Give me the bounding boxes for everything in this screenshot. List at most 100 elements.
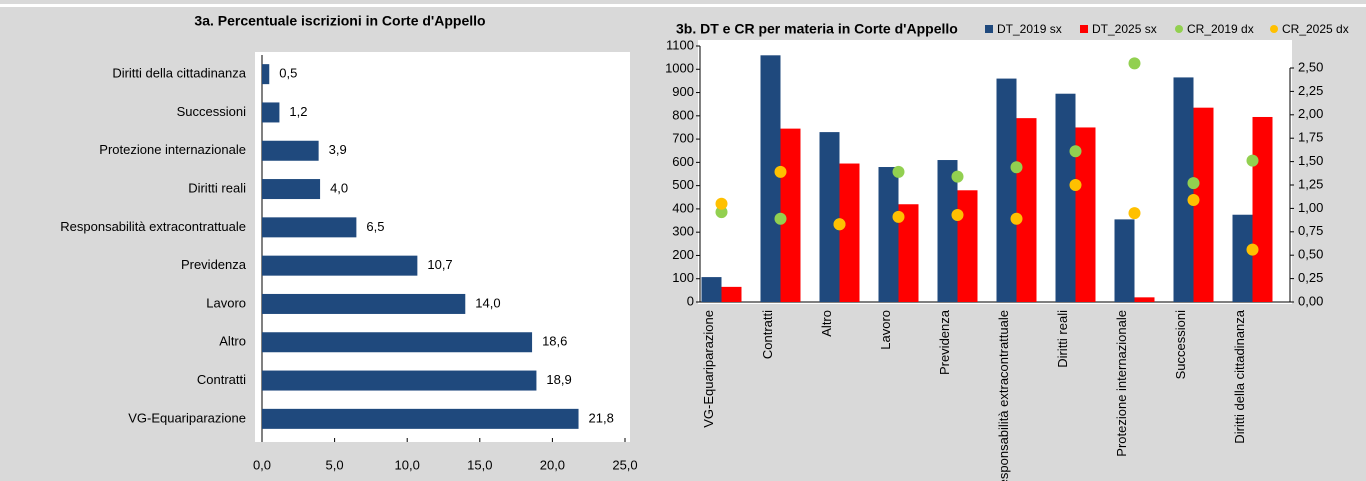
y-tick-label: Protezione internazionale (99, 142, 246, 157)
y-tick-label: Previdenza (181, 257, 247, 272)
x-tick-label: 25,0 (612, 457, 637, 472)
bar (1114, 219, 1135, 302)
legend-swatch (1080, 25, 1088, 33)
value-label: 6,5 (366, 219, 384, 234)
y2-tick-label: 1,25 (1298, 176, 1323, 191)
value-label: 18,9 (546, 372, 571, 387)
legend-label: DT_2019 sx (997, 22, 1062, 36)
bar (262, 217, 357, 238)
dot (1246, 243, 1259, 256)
bar (1055, 93, 1076, 302)
legend-label: CR_2019 dx (1187, 22, 1254, 36)
legend-label: CR_2025 dx (1282, 22, 1349, 36)
y2-tick-label: 0,25 (1298, 270, 1323, 285)
y-tick-label: 200 (672, 247, 694, 262)
bar (1173, 77, 1194, 302)
y2-tick-label: 2,25 (1298, 83, 1323, 98)
dot (833, 218, 846, 231)
bar (262, 102, 280, 123)
y-tick-label: 100 (672, 270, 694, 285)
dot (892, 165, 905, 178)
bar (1075, 127, 1096, 302)
x-tick-label: Successioni (1173, 310, 1188, 379)
x-tick-label: Previdenza (937, 309, 952, 375)
y-tick-label: 300 (672, 224, 694, 239)
dot (774, 165, 787, 178)
value-label: 10,7 (427, 257, 452, 272)
bar (898, 204, 919, 302)
bar (1134, 297, 1155, 302)
y-tick-label: 0 (687, 293, 694, 308)
chart-title: 3a. Percentuale iscrizioni in Corte d'Ap… (194, 13, 485, 29)
dot (1246, 154, 1259, 167)
x-tick-label: 0,0 (253, 457, 271, 472)
y2-tick-label: 0,00 (1298, 293, 1323, 308)
x-tick-label: 10,0 (395, 457, 420, 472)
y-tick-label: 500 (672, 177, 694, 192)
bar (262, 370, 537, 391)
bar (262, 179, 321, 200)
dot (1128, 57, 1141, 70)
bar (996, 78, 1017, 302)
y-tick-label: VG-Equariparazione (128, 410, 246, 425)
bar (262, 64, 270, 85)
legend-swatch (1175, 25, 1183, 33)
bar (262, 293, 466, 314)
x-tick-label: Altro (819, 310, 834, 337)
legend-swatch (985, 25, 993, 33)
x-tick-label: Lavoro (878, 310, 893, 350)
bar (839, 163, 860, 302)
bar (760, 55, 781, 303)
x-tick-label: Contratti (760, 310, 775, 359)
dot (1187, 193, 1200, 206)
value-label: 1,2 (289, 104, 307, 119)
y-tick-label: Altro (219, 334, 246, 349)
bar (819, 132, 840, 302)
dot (951, 208, 964, 221)
value-label: 18,6 (542, 334, 567, 349)
bar (701, 277, 722, 302)
value-label: 21,8 (589, 410, 614, 425)
value-label: 4,0 (330, 180, 348, 195)
dot (1010, 212, 1023, 225)
bar (1232, 214, 1253, 302)
y2-tick-label: 2,00 (1298, 106, 1323, 121)
x-tick-label: Responsabilità extracontrattuale (996, 310, 1011, 481)
bar (262, 140, 319, 161)
x-tick-label: 20,0 (540, 457, 565, 472)
bar (1252, 116, 1273, 303)
y-tick-label: Contratti (197, 372, 246, 387)
y2-tick-label: 0,75 (1298, 223, 1323, 238)
dot (715, 197, 728, 210)
y-tick-label: Diritti della cittadinanza (112, 66, 246, 81)
legend-label: DT_2025 sx (1092, 22, 1157, 36)
bar (262, 255, 418, 276)
bar (1016, 118, 1037, 303)
dot (1069, 179, 1082, 191)
x-tick-label: Diritti della cittadinanza (1232, 309, 1247, 443)
y-tick-label: Diritti reali (188, 180, 246, 195)
y2-tick-label: 2,50 (1298, 59, 1323, 74)
y2-tick-label: 1,00 (1298, 200, 1323, 215)
dot (1187, 177, 1200, 190)
bar (262, 332, 533, 353)
bar (878, 167, 899, 302)
y-tick-label: 400 (672, 200, 694, 215)
y2-tick-label: 1,75 (1298, 130, 1323, 145)
y-tick-label: 900 (672, 84, 694, 99)
x-tick-label: 15,0 (467, 457, 492, 472)
y-tick-label: Responsabilità extracontrattuale (60, 219, 246, 234)
dot (1128, 207, 1141, 220)
y2-tick-label: 1,50 (1298, 153, 1323, 168)
x-tick-label: Protezione internazionale (1114, 310, 1129, 457)
bar (262, 408, 579, 429)
value-label: 14,0 (475, 295, 500, 310)
value-label: 0,5 (279, 66, 297, 81)
dot (1010, 161, 1023, 174)
dot (715, 206, 728, 219)
y-tick-label: 700 (672, 131, 694, 146)
y-tick-label: Lavoro (206, 295, 246, 310)
y2-tick-label: 0,50 (1298, 247, 1323, 262)
x-tick-label: Diritti reali (1055, 310, 1070, 368)
